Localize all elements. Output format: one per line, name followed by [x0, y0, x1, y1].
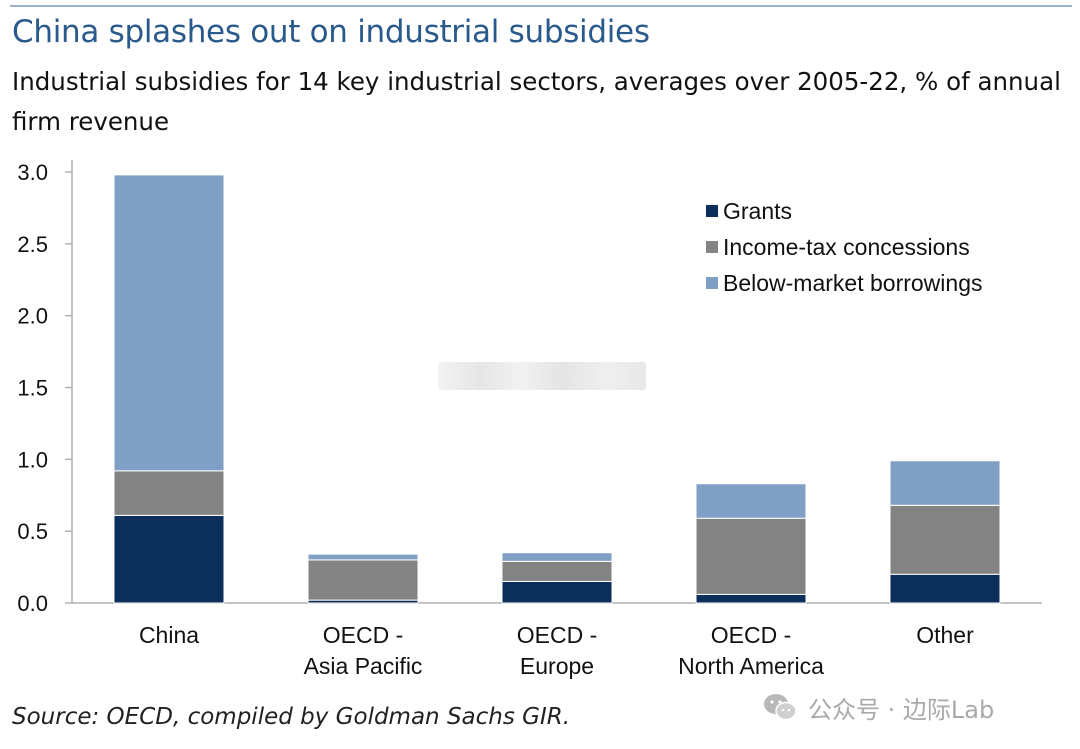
bar-segment-income-tax-concessions: [113, 470, 225, 516]
x-category-label: Other: [916, 622, 974, 648]
bar-segment-grants: [113, 514, 225, 604]
source-note: Source: OECD, compiled by Goldman Sachs …: [12, 704, 571, 730]
legend-label: Grants: [723, 198, 792, 224]
y-tick-label: 0.0: [17, 591, 48, 616]
bar-segment-below-market-borrowings: [695, 483, 807, 519]
legend-swatch: [706, 277, 718, 289]
legend-label: Below-market borrowings: [723, 270, 982, 296]
blurred-overlay: [438, 362, 646, 390]
chart-title: China splashes out on industrial subsidi…: [12, 14, 650, 50]
bar-segment-below-market-borrowings: [889, 460, 1001, 506]
bar-segment-grants: [889, 573, 1001, 604]
watermark: 公众号 · 边际Lab: [762, 690, 994, 724]
y-tick-label: 1.0: [17, 447, 48, 472]
legend-swatch: [706, 241, 718, 253]
bar-segment-grants: [501, 580, 613, 604]
x-category-label: OECD -: [323, 622, 404, 648]
bar-segment-income-tax-concessions: [307, 559, 419, 601]
bar-segment-income-tax-concessions: [695, 517, 807, 595]
legend-swatch: [706, 205, 718, 217]
chart-subtitle: Industrial subsidies for 14 key industri…: [12, 67, 1061, 136]
bar-chart: 0.0 0.5 1.0 1.5 2.0 2.5 3.0 China OECD - Asia Pac…: [17, 160, 1042, 679]
legend-label: Income-tax concessions: [723, 234, 970, 260]
bar-segment-income-tax-concessions: [889, 504, 1001, 575]
y-tick-label: 2.5: [17, 232, 48, 257]
x-category-label: China: [139, 622, 199, 648]
y-tick-label: 3.0: [17, 160, 48, 185]
x-category-label: Asia Pacific: [304, 653, 423, 679]
x-category-label: Europe: [520, 653, 594, 679]
bar-segment-income-tax-concessions: [501, 560, 613, 582]
watermark-text: 公众号 · 边际Lab: [808, 695, 995, 724]
y-tick-label: 0.5: [17, 519, 48, 544]
bar-segment-grants: [695, 593, 807, 604]
y-tick-label: 2.0: [17, 304, 48, 329]
x-category-label: North America: [678, 653, 824, 679]
bar-segment-below-market-borrowings: [307, 553, 419, 561]
bar-segment-below-market-borrowings: [113, 174, 225, 472]
x-category-label: OECD -: [711, 622, 792, 648]
wechat-icon: [764, 694, 797, 721]
top-rule: [10, 5, 1072, 7]
x-category-label: OECD -: [517, 622, 598, 648]
y-tick-label: 1.5: [17, 376, 48, 401]
bar-segment-below-market-borrowings: [501, 552, 613, 562]
